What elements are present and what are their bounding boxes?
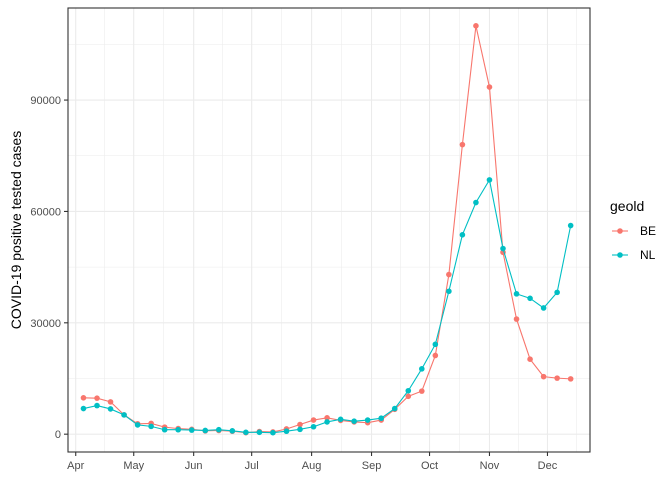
legend-title: geold: [610, 198, 644, 214]
data-point-be: [107, 399, 114, 405]
data-point-be: [473, 23, 479, 29]
data-point-nl: [419, 366, 425, 372]
data-point-nl: [229, 428, 236, 434]
data-point-be: [80, 395, 87, 401]
y-tick-label: 90000: [30, 95, 61, 107]
y-tick-label: 0: [55, 429, 61, 441]
data-point-nl: [364, 417, 371, 423]
data-point-be: [527, 356, 533, 362]
x-tick-label: Oct: [421, 460, 438, 472]
data-point-nl: [121, 412, 127, 418]
legend-label-nl: NL: [640, 248, 656, 262]
x-tick-label: Aug: [302, 460, 322, 472]
data-point-be: [310, 417, 317, 423]
data-point-nl: [446, 288, 452, 295]
data-point-nl: [391, 405, 398, 412]
data-point-be: [419, 388, 425, 394]
data-point-nl: [432, 341, 439, 348]
grid-major: [68, 8, 590, 452]
data-point-be: [567, 376, 574, 382]
x-tick-label: May: [123, 460, 144, 472]
y-tick-label: 60000: [30, 206, 61, 218]
panel-background: [68, 8, 590, 452]
data-point-be: [297, 421, 303, 428]
grid-minor: [68, 8, 590, 452]
data-point-be: [324, 415, 330, 421]
data-point-nl: [540, 305, 547, 311]
data-point-nl: [94, 402, 100, 409]
y-tick-labels: 0 30000 60000 90000: [30, 95, 61, 441]
x-tick-label: Sep: [362, 460, 382, 472]
data-point-nl: [80, 405, 87, 412]
data-point-nl: [256, 429, 263, 436]
data-point-nl: [283, 428, 290, 435]
x-tick-label: Jul: [245, 460, 259, 472]
legend-key-point-be: [617, 228, 623, 234]
data-point-nl: [243, 429, 249, 436]
data-point-nl: [405, 387, 412, 394]
data-point-nl: [473, 199, 479, 206]
data-point-be: [540, 373, 547, 380]
data-point-nl: [161, 426, 168, 433]
data-point-nl: [270, 429, 276, 436]
x-tick-label: Apr: [67, 460, 84, 472]
x-tick-label: Jun: [185, 460, 203, 472]
legend-key-point-nl: [617, 252, 623, 258]
axis-ticks: [64, 99, 549, 456]
data-point-nl: [134, 422, 141, 428]
data-point-be: [446, 271, 452, 278]
data-point-nl: [459, 232, 466, 238]
data-point-be: [432, 352, 439, 359]
y-axis-title: COVID-19 positive tested cases: [8, 131, 24, 329]
data-point-be: [486, 84, 493, 90]
series-layer: [80, 23, 574, 436]
data-point-nl: [500, 245, 506, 252]
data-point-nl: [554, 289, 560, 296]
panel-border: [67, 7, 591, 453]
data-point-nl: [337, 416, 344, 423]
data-point-nl: [527, 295, 533, 302]
data-point-be: [513, 316, 520, 322]
data-point-nl: [310, 423, 317, 430]
data-point-be: [554, 375, 560, 381]
data-point-nl: [175, 426, 181, 433]
legend-label-be: BE: [640, 224, 656, 238]
data-point-be: [459, 141, 466, 148]
data-point-be: [94, 395, 100, 401]
data-point-nl: [513, 291, 520, 297]
data-point-nl: [216, 426, 222, 433]
x-tick-labels: Apr May Jun Jul Aug Sep Oct Nov Dec: [67, 460, 558, 472]
x-tick-label: Dec: [538, 460, 558, 472]
data-point-nl: [324, 419, 330, 425]
data-point-nl: [107, 406, 114, 412]
x-tick-label: Nov: [480, 460, 500, 472]
legend: geold BE NL: [610, 198, 656, 262]
y-tick-label: 30000: [30, 318, 61, 330]
data-point-nl: [567, 222, 574, 229]
data-point-nl: [351, 418, 357, 424]
data-point-nl: [486, 177, 493, 183]
data-point-nl: [188, 427, 195, 433]
data-point-nl: [378, 415, 385, 422]
data-point-nl: [297, 426, 303, 433]
data-point-nl: [202, 427, 209, 434]
data-point-nl: [148, 423, 154, 430]
data-point-be: [405, 393, 412, 400]
